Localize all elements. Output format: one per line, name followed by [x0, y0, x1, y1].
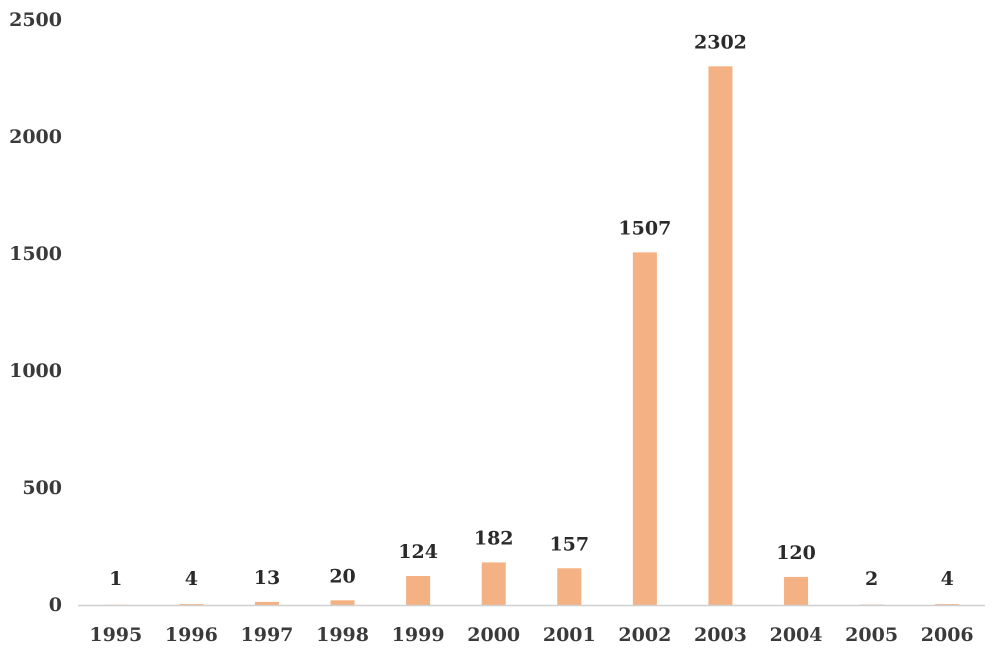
- bar-2000: [481, 562, 506, 605]
- bar-2004: [784, 576, 809, 605]
- y-tick-label: 1000: [9, 360, 62, 382]
- y-tick-label: 500: [22, 477, 62, 499]
- x-tick-label: 1995: [89, 624, 142, 646]
- data-label-2006: 4: [941, 568, 954, 590]
- y-tick-label: 0: [49, 594, 62, 616]
- data-label-1996: 4: [185, 568, 198, 590]
- data-label-2003: 2302: [694, 31, 747, 53]
- x-tick-label: 2000: [467, 624, 520, 646]
- bars-group: [103, 66, 960, 605]
- y-tick-label: 2000: [9, 126, 62, 148]
- x-tick-label: 1998: [316, 624, 369, 646]
- y-tick-label: 1500: [9, 243, 62, 265]
- x-tick-label: 2004: [770, 624, 823, 646]
- data-label-1999: 124: [398, 541, 438, 563]
- x-tick-label: 1996: [165, 624, 218, 646]
- data-label-2000: 182: [474, 527, 514, 549]
- data-label-1995: 1: [109, 568, 122, 590]
- y-tick-label: 2500: [9, 9, 62, 31]
- bar-2006: [935, 604, 960, 605]
- x-axis-ticks: 1995 1996 1997 1998 1999 2000 2001 2002 2003 2004…: [89, 624, 973, 646]
- data-label-2001: 157: [549, 533, 589, 555]
- bar-1997: [254, 601, 279, 605]
- bar-2003: [708, 66, 733, 605]
- bar-2002: [632, 252, 657, 605]
- data-label-2002: 1507: [618, 217, 671, 239]
- x-tick-label: 2006: [921, 624, 974, 646]
- data-label-2005: 2: [865, 568, 878, 590]
- x-tick-label: 1999: [392, 624, 445, 646]
- x-tick-label: 2001: [543, 624, 596, 646]
- bar-1999: [406, 575, 431, 605]
- bar-1998: [330, 600, 355, 605]
- x-tick-label: 2003: [694, 624, 747, 646]
- data-label-1997: 13: [254, 567, 280, 589]
- bar-1996: [179, 604, 204, 605]
- x-tick-label: 2002: [618, 624, 671, 646]
- data-label-1998: 20: [329, 565, 355, 587]
- y-axis-ticks: 0 500 1000 1500 2000 2500: [9, 9, 62, 616]
- data-label-2004: 120: [776, 542, 816, 564]
- data-labels-group: 1 4 13 20 124 182 157 1507 2302 120 2 4: [109, 31, 954, 590]
- x-tick-label: 1997: [241, 624, 294, 646]
- bar-2001: [557, 568, 582, 605]
- x-tick-label: 2005: [845, 624, 898, 646]
